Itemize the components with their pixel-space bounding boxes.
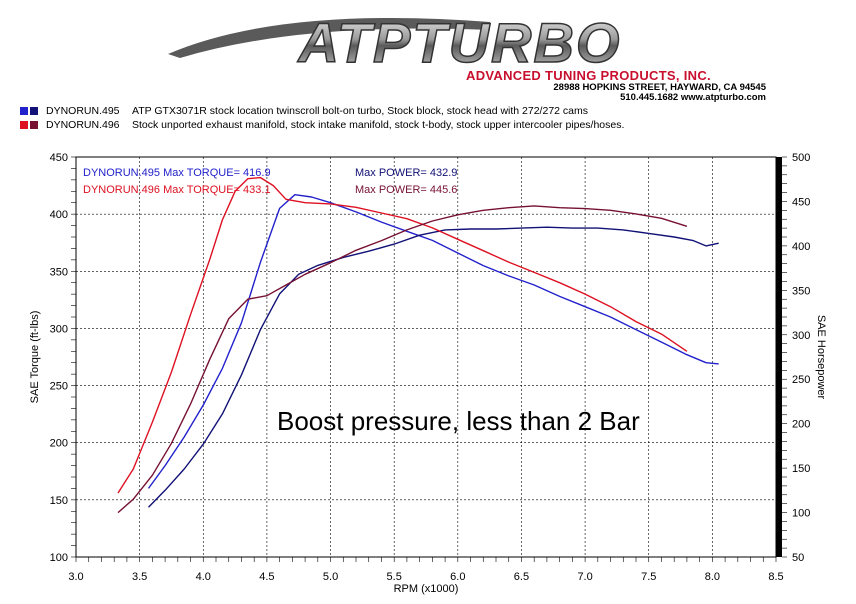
x-tick-label: 8.5 <box>768 571 783 583</box>
x-tick-label: 6.0 <box>450 571 465 583</box>
series-line-dynorun-495-torque <box>147 194 719 489</box>
x-tick-label: 7.0 <box>577 571 592 583</box>
y-tick-label: 450 <box>50 152 68 164</box>
boost-note: Boost pressure, less than 2 Bar <box>277 406 640 436</box>
y2-tick-label: 150 <box>792 463 810 475</box>
y2-tick-label: 350 <box>792 285 810 297</box>
company-phone-website: 510.445.1682 www.atpturbo.com <box>620 92 766 103</box>
atp-turbo-logo: ATPTURBO <box>168 14 622 72</box>
max-value-annotation: Max POWER= 445.6 <box>355 184 457 196</box>
x-tick-label: 4.5 <box>259 571 274 583</box>
company-tagline: ADVANCED TUNING PRODUCTS, INC. <box>466 68 711 83</box>
legend-run-id: DYNORUN.496 <box>46 119 120 131</box>
legend-entry-dynorun-496: DYNORUN.496 Stock unported exhaust manifo… <box>20 119 624 131</box>
y-axis-title: SAE Torque (ft-lbs) <box>29 311 41 404</box>
max-value-annotation: DYNORUN.496 Max TORQUE= 433.1 <box>83 184 271 196</box>
y-tick-label: 400 <box>50 209 68 221</box>
x-tick-label: 4.0 <box>196 571 211 583</box>
y-tick-label: 250 <box>50 381 68 393</box>
y2-tick-label: 500 <box>792 152 810 164</box>
legend-description: Stock unported exhaust manifold, stock i… <box>132 119 625 131</box>
x-tick-label: 8.0 <box>705 571 720 583</box>
x-tick-label: 6.5 <box>514 571 529 583</box>
max-value-annotation: DYNORUN.495 Max TORQUE= 416.9 <box>83 167 271 179</box>
y-tick-label: 300 <box>50 323 68 335</box>
x-tick-label: 5.5 <box>387 571 402 583</box>
legend-description: ATP GTX3071R stock location twinscroll b… <box>132 105 588 117</box>
x-tick-label: 5.0 <box>323 571 338 583</box>
legend-swatch <box>30 107 38 116</box>
legend-entry-dynorun-495: DYNORUN.495 ATP GTX3071R stock location t… <box>20 105 588 117</box>
x-tick-label: 3.0 <box>68 571 83 583</box>
series-line-dynorun-496-torque <box>117 176 688 494</box>
series-line-dynorun-496-power <box>117 205 688 514</box>
legend-swatch <box>20 121 28 130</box>
y2-tick-label: 200 <box>792 419 810 431</box>
y-tick-label: 200 <box>50 438 68 450</box>
max-value-annotation: Max POWER= 432.9 <box>355 167 457 179</box>
logo-text: ATPTURBO <box>297 14 622 72</box>
y2-tick-label: 100 <box>792 508 810 520</box>
x-tick-label: 3.5 <box>132 571 147 583</box>
y-tick-label: 150 <box>50 495 68 507</box>
x-tick-label: 7.5 <box>641 571 656 583</box>
y2-tick-label: 300 <box>792 330 810 342</box>
y2-tick-label: 400 <box>792 241 810 253</box>
y2-tick-label: 50 <box>792 552 804 564</box>
logo-swoosh <box>168 18 490 58</box>
y2-tick-label: 250 <box>792 374 810 386</box>
legend-swatch <box>20 107 28 116</box>
y-tick-label: 100 <box>50 552 68 564</box>
y-tick-label: 350 <box>50 266 68 278</box>
company-address: 28988 HOPKINS STREET, HAYWARD, CA 94545 <box>553 82 766 93</box>
legend-run-id: DYNORUN.495 <box>46 105 120 117</box>
header: ATPTURBO ADVANCED TUNING PRODUCTS, INC. … <box>0 0 856 103</box>
y2-tick-label: 450 <box>792 196 810 208</box>
right-axis-bar <box>776 157 782 557</box>
plot-area <box>75 156 777 558</box>
x-axis-title: RPM (x1000) <box>394 583 459 595</box>
legend-swatch <box>30 121 38 130</box>
series-line-dynorun-495-power <box>148 226 719 508</box>
y2-axis-title: SAE Horsepower <box>815 315 827 400</box>
